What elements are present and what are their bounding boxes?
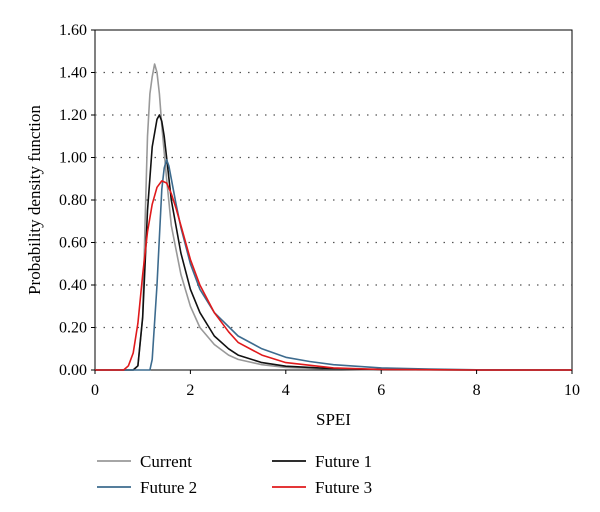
y-tick-label: 0.60: [59, 235, 87, 252]
legend-item-future-1: Future 1: [272, 452, 372, 471]
x-tick-label: 0: [91, 382, 99, 399]
series-lines: [95, 63, 573, 371]
x-tick-label: 2: [186, 382, 194, 399]
legend-label: Current: [140, 452, 192, 471]
y-tick-label: 0.20: [59, 320, 87, 337]
y-tick-label: 1.20: [59, 107, 87, 124]
y-tick-label: 0.80: [59, 192, 87, 209]
y-tick-label: 1.00: [59, 150, 87, 167]
legend: Current Future 1 Future 2 Future 3: [97, 452, 372, 497]
legend-label: Future 3: [315, 478, 372, 497]
legend-item-future-2: Future 2: [97, 478, 197, 497]
legend-item-future-3: Future 3: [272, 478, 372, 497]
x-tick-label: 10: [564, 382, 580, 399]
x-tick-label: 8: [473, 382, 481, 399]
legend-item-current: Current: [97, 452, 192, 471]
x-axis-label: SPEI: [316, 410, 351, 429]
series-line-future-3: [95, 180, 572, 371]
series-line-future-1: [95, 114, 572, 371]
y-tick-label: 0.40: [59, 277, 87, 294]
y-tick-label: 0.00: [59, 362, 87, 379]
y-axis-ticks: 0.00 0.20 0.40 0.60 0.80 1.00 1.20 1.40 1.60: [59, 22, 95, 379]
series-line-current: [95, 63, 572, 371]
x-tick-label: 6: [377, 382, 385, 399]
grid-lines: [95, 71, 572, 329]
series-line-future-2: [95, 158, 573, 371]
y-tick-label: 1.60: [59, 22, 87, 39]
x-tick-label: 4: [282, 382, 290, 399]
legend-label: Future 1: [315, 452, 372, 471]
y-tick-label: 1.40: [59, 65, 87, 82]
plot-area: 0 2 4 6 8 10 0.00 0.20 0.40 0.60 0.80 1.00 1.20 1.40…: [59, 22, 580, 399]
x-axis-ticks: 0 2 4 6 8 10: [91, 370, 580, 399]
y-axis-label: Probability density function: [25, 105, 44, 295]
legend-label: Future 2: [140, 478, 197, 497]
